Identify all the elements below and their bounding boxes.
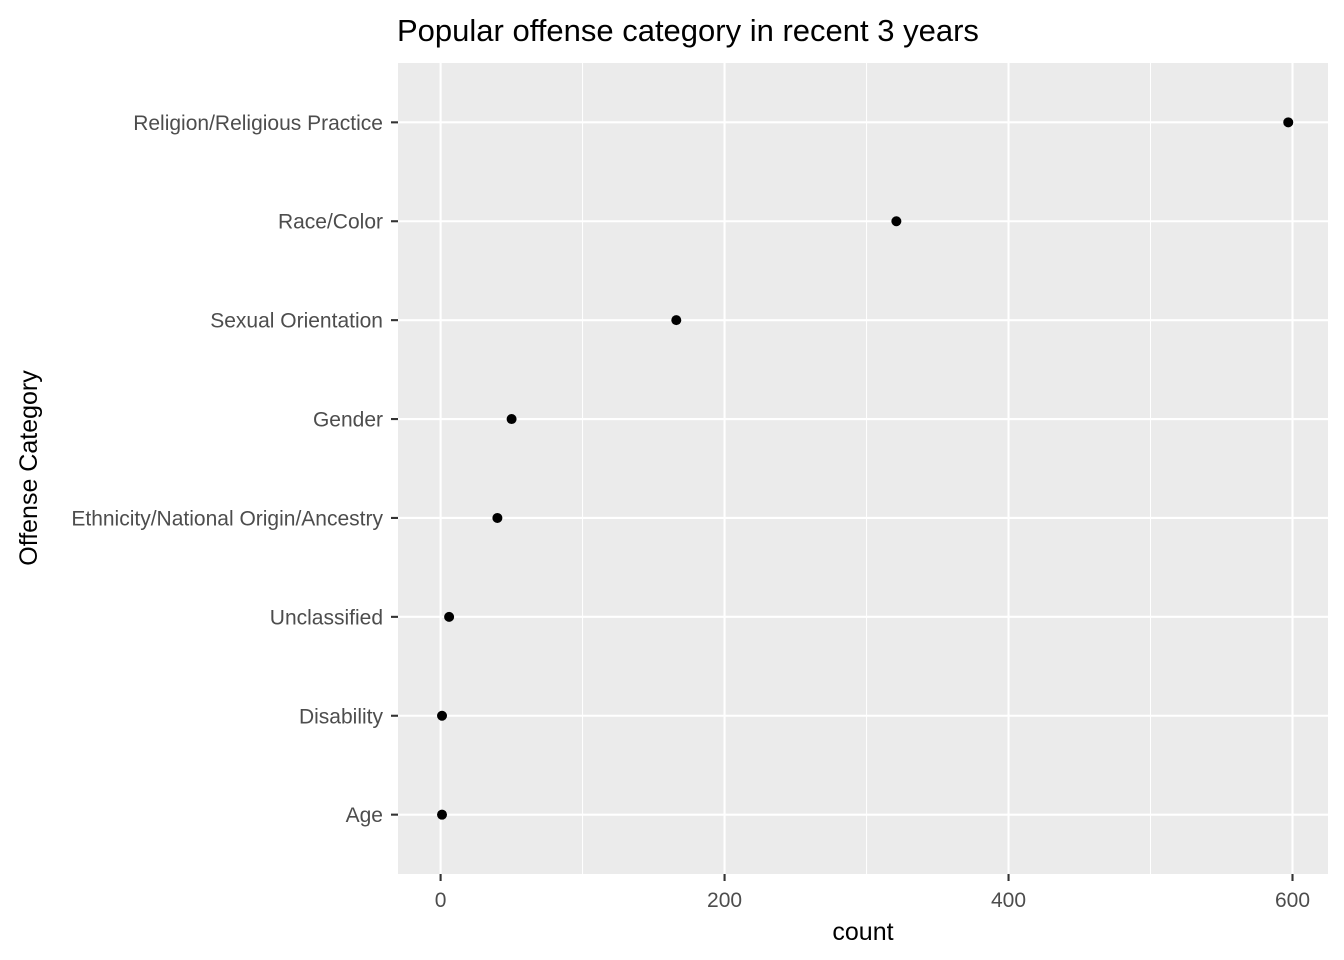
data-points bbox=[437, 117, 1294, 820]
x-axis-title: count bbox=[832, 918, 893, 946]
y-tick-label: Unclassified bbox=[270, 606, 383, 629]
data-point bbox=[492, 512, 503, 523]
x-axis: 0 200 400 600 bbox=[435, 874, 1310, 912]
x-tick-label: 400 bbox=[991, 889, 1026, 912]
minor-grid bbox=[582, 63, 1152, 874]
data-point bbox=[1283, 117, 1294, 128]
y-axis-title: Offense Category bbox=[15, 370, 43, 566]
data-point bbox=[506, 414, 517, 425]
y-tick-label: Religion/Religious Practice bbox=[133, 112, 383, 135]
data-point bbox=[671, 315, 682, 326]
y-tick-label: Race/Color bbox=[278, 211, 383, 234]
y-tick-label: Disability bbox=[299, 705, 384, 728]
y-axis: Religion/Religious Practice Race/Color Sex… bbox=[71, 112, 398, 827]
x-tick-label: 0 bbox=[435, 889, 447, 912]
chart-title: Popular offense category in recent 3 yea… bbox=[397, 13, 979, 48]
x-tick-label: 200 bbox=[707, 889, 742, 912]
y-tick-label: Ethnicity/National Origin/Ancestry bbox=[71, 507, 383, 530]
y-tick-label: Gender bbox=[313, 409, 383, 432]
data-point bbox=[437, 710, 448, 721]
data-point bbox=[891, 216, 902, 227]
data-point bbox=[444, 611, 455, 622]
data-point bbox=[437, 809, 448, 820]
x-tick-label: 600 bbox=[1275, 889, 1310, 912]
y-tick-label: Sexual Orientation bbox=[210, 310, 383, 333]
y-tick-label: Age bbox=[346, 804, 383, 827]
major-grid bbox=[398, 63, 1328, 874]
plot-panel bbox=[398, 63, 1328, 874]
